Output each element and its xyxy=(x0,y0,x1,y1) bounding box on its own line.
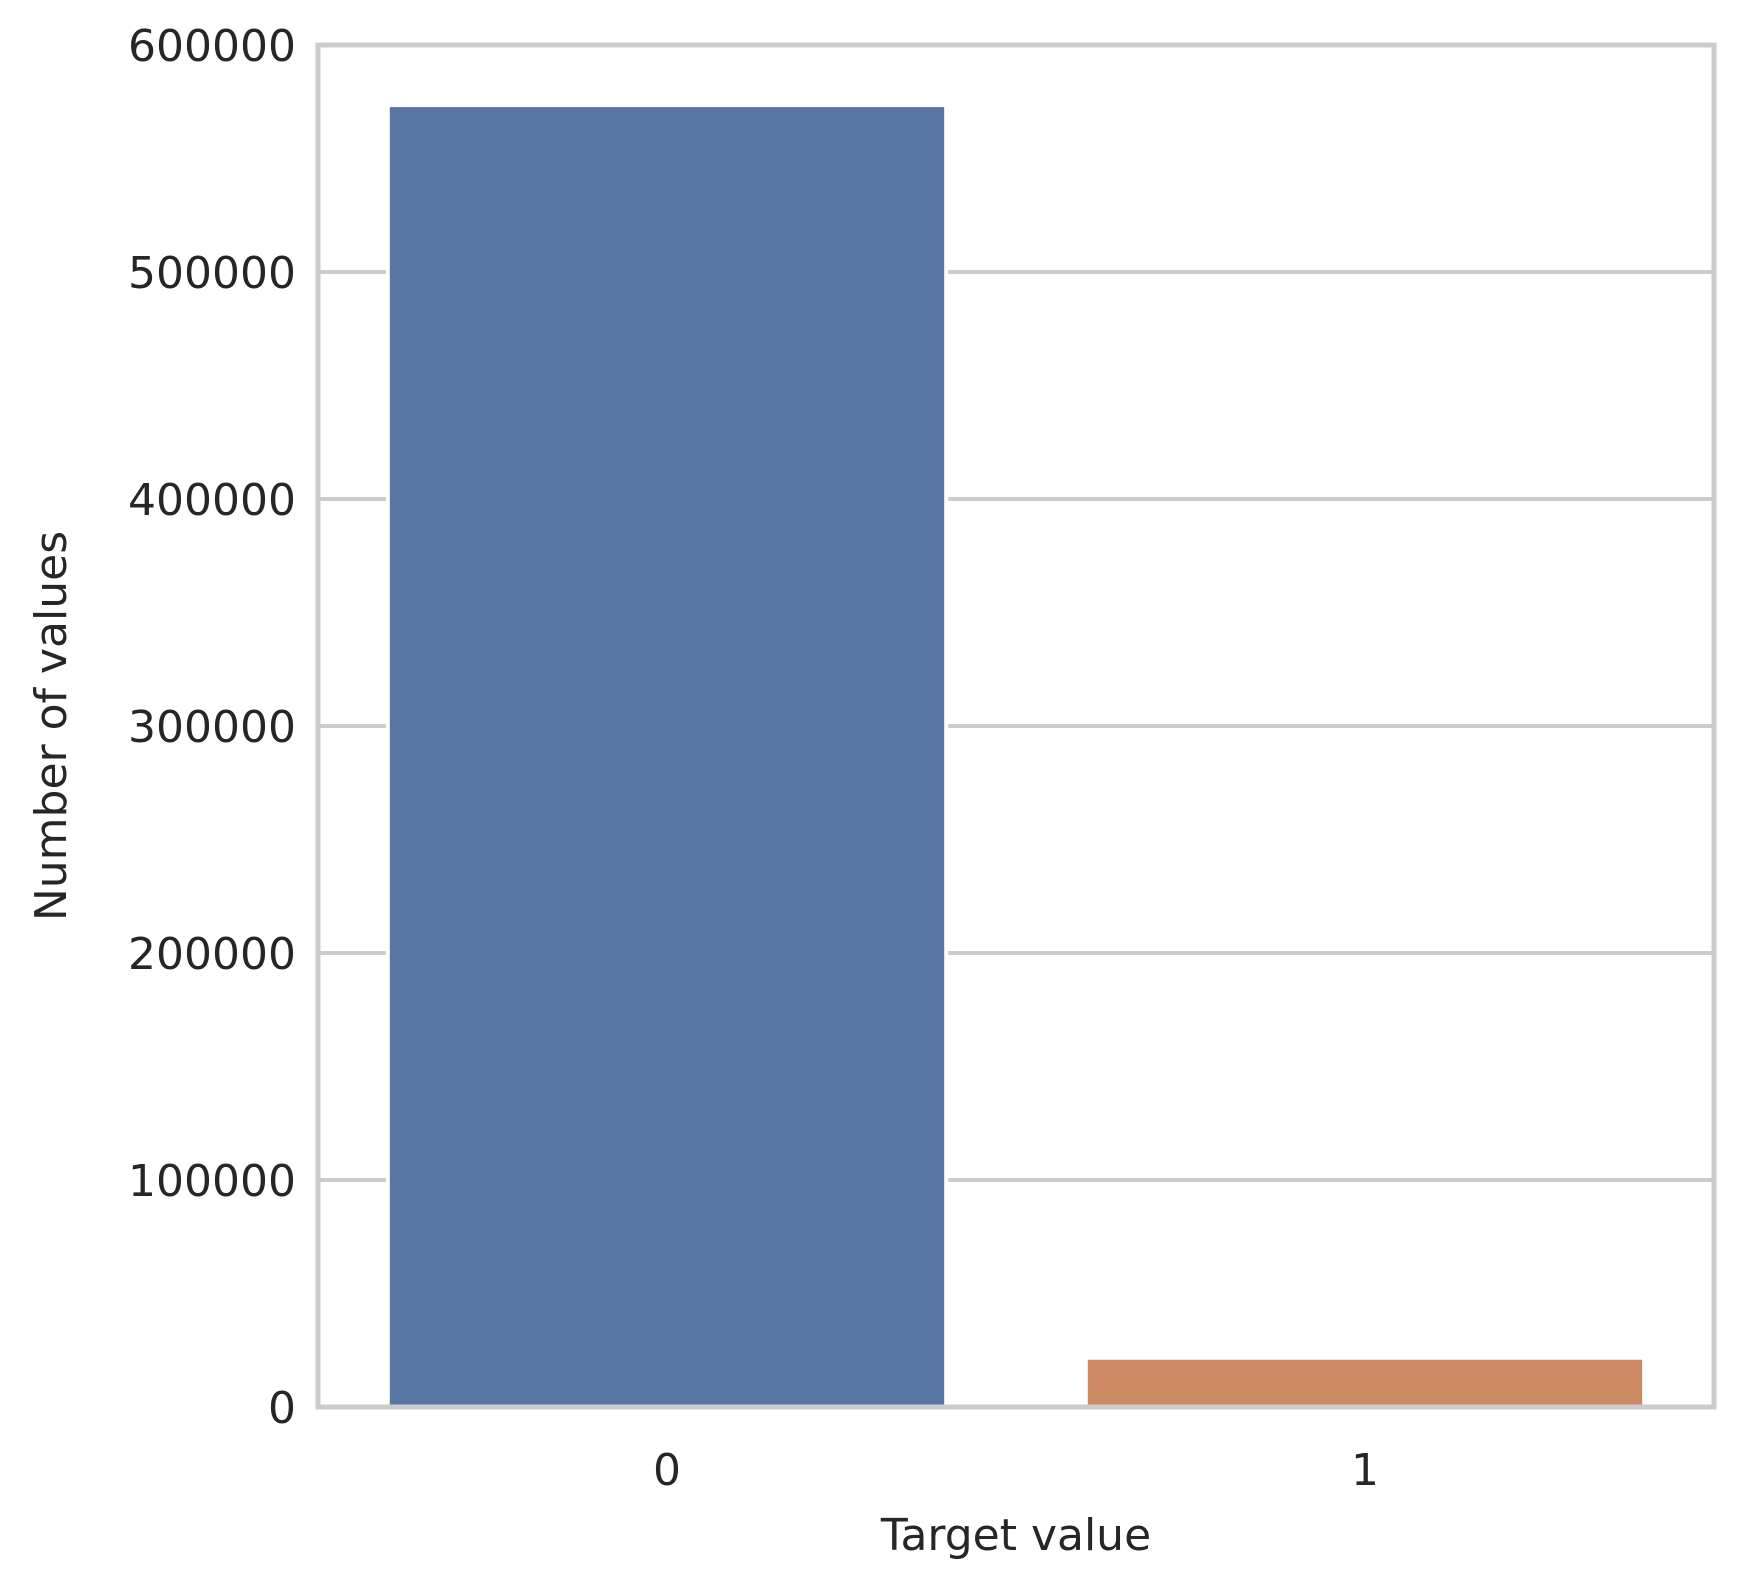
y-tick-label-200000: 200000 xyxy=(128,929,296,980)
bar-1 xyxy=(1083,1355,1647,1410)
y-axis-title: Number of values xyxy=(26,531,77,921)
y-tick-label-300000: 300000 xyxy=(128,702,296,753)
y-tick-label-500000: 500000 xyxy=(128,248,296,299)
y-tick-label-0: 0 xyxy=(268,1383,296,1434)
y-tick-label-100000: 100000 xyxy=(128,1156,296,1207)
x-tick-label-1: 1 xyxy=(1351,1445,1379,1496)
y-tick-label-600000: 600000 xyxy=(128,21,296,72)
bars xyxy=(385,103,1647,1410)
x-tick-label-0: 0 xyxy=(653,1445,681,1496)
x-axis-title: Target value xyxy=(880,1510,1151,1561)
y-tick-labels: 0 100000 200000 300000 400000 500000 600000 xyxy=(128,21,296,1434)
plot-frame xyxy=(315,42,1717,1410)
y-tick-label-400000: 400000 xyxy=(128,475,296,526)
bar-0 xyxy=(385,103,949,1410)
